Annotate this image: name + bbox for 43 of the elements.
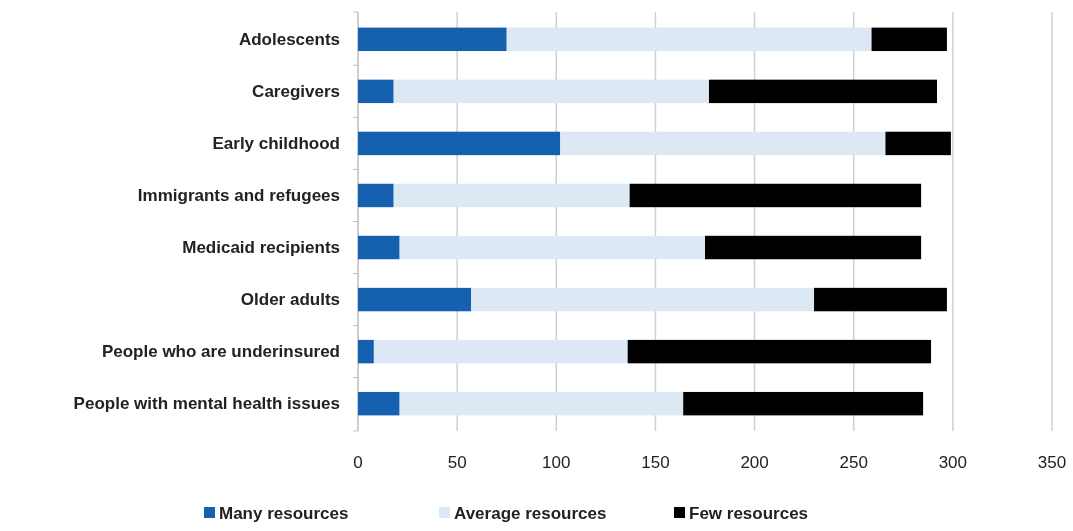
bar [358,391,400,416]
x-tick-label: 300 [938,453,968,472]
bar [358,131,561,156]
y-tick-label: Older adults [240,290,340,310]
legend-label: Many resources [219,503,349,523]
bar [358,27,507,52]
bar [814,287,947,312]
bar [708,79,937,104]
bar [705,235,922,260]
legend-label: Few resources [689,503,809,523]
bar [683,391,924,416]
bar [373,339,628,364]
bar [399,391,684,416]
bar [871,27,947,52]
x-tick-label: 0 [353,453,363,472]
y-tick-label: People with mental health issues [73,394,340,414]
bar [358,287,472,312]
bar [358,183,394,208]
bar [393,183,630,208]
bar [560,131,886,156]
legend-label: Average resources [454,503,607,523]
x-tick-label: 200 [740,453,769,472]
y-tick-label: People who are underinsured [101,342,340,362]
bar [627,339,932,364]
y-tick-label: Adolescents [238,29,340,49]
x-tick-label: 350 [1037,453,1067,472]
y-tick-label: Medicaid recipients [182,238,340,258]
x-tick-label: 100 [542,453,571,472]
x-tick-label: 250 [839,453,868,472]
bar [471,287,815,312]
x-tick-label: 50 [447,453,467,472]
x-tick-label: 150 [641,453,670,472]
bar [399,235,705,260]
y-tick-label: Early childhood [212,133,340,153]
bar [358,79,394,104]
bar [393,79,709,104]
bar [506,27,872,52]
bar [358,235,400,260]
bar [629,183,922,208]
y-tick-label: Caregivers [252,81,340,101]
y-tick-label: Immigrants and refugees [137,185,340,205]
bar [885,131,951,156]
bar [358,339,374,364]
